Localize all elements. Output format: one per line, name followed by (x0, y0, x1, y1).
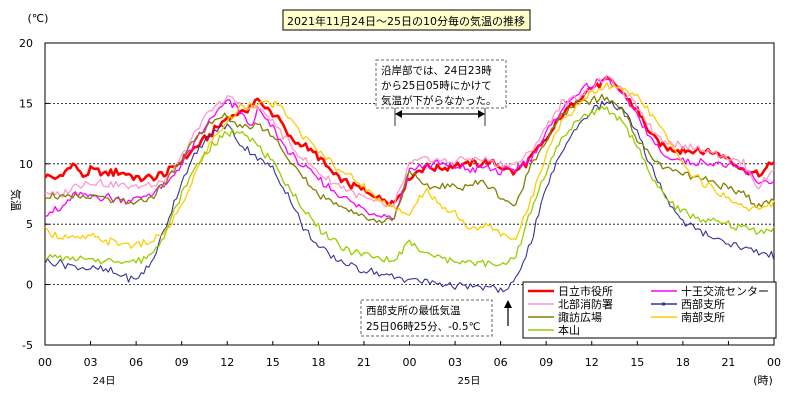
series-line-5 (44, 81, 775, 249)
x-tick-label: 06 (129, 356, 143, 369)
x-tick-label: 06 (494, 356, 508, 369)
x-tick-label: 00 (38, 356, 52, 369)
legend-label-4: 諏訪広場 (558, 310, 602, 324)
y-axis-title: 気温 (9, 189, 23, 211)
legend-label-6: 本山 (558, 323, 580, 337)
annotation-coastal-line-2: から25日05時にかけて (381, 80, 492, 92)
y-tick-label: 0 (26, 279, 33, 292)
legend-label-1: 十王交流センター (681, 284, 769, 298)
annotation-min-temp-arrow-head (504, 300, 512, 308)
series-line-4 (44, 93, 775, 224)
x-tick-label: 21 (721, 356, 735, 369)
legend-label-5: 南部支所 (681, 310, 725, 324)
series-line-2 (44, 74, 775, 208)
annotation-coastal-line-1: 沿岸部では、24日23時 (381, 64, 492, 77)
day-label-24: 24日 (93, 376, 116, 387)
series-line-0 (44, 75, 775, 207)
day-label-25: 25日 (458, 376, 481, 387)
x-tick-label: 18 (676, 356, 690, 369)
legend-label-0: 日立市役所 (558, 284, 613, 298)
x-tick-label: 15 (266, 356, 280, 369)
annotation-coastal-arrow-right-head (478, 110, 485, 118)
y-tick-label: 10 (19, 158, 33, 171)
y-tick-label: -5 (22, 339, 33, 352)
annotation-min-temp-line-2: 25日06時25分、-0.5℃ (366, 321, 480, 333)
x-tick-label: 00 (403, 356, 417, 369)
x-tick-label: 09 (175, 356, 189, 369)
legend-box (522, 281, 777, 339)
chart-title: 2021年11月24日～25日の10分毎の気温の推移 (287, 14, 525, 28)
x-tick-label: 21 (357, 356, 371, 369)
x-tick-label: 03 (448, 356, 462, 369)
legend-label-3: 西部支所 (681, 297, 725, 311)
x-tick-label: 03 (84, 356, 98, 369)
x-tick-label: 09 (539, 356, 553, 369)
annotation-coastal-line-3: 気温が下がらなかった。 (381, 94, 497, 107)
y-tick-label: 15 (19, 97, 33, 110)
x-tick-label: 12 (220, 356, 234, 369)
annotation-box-coastal (375, 59, 507, 109)
title-box (282, 9, 531, 31)
x-tick-label: 00 (767, 356, 781, 369)
x-tick-label: 15 (630, 356, 644, 369)
unit-label: (℃) (28, 12, 49, 25)
annotation-min-temp-line-1: 西部支所の最低気温 (366, 304, 461, 317)
annotation-box-min-temp (360, 299, 493, 337)
annotation-coastal-arrow-left-head (395, 110, 402, 118)
legend-label-2: 北部消防署 (558, 297, 613, 311)
legend-marker-3 (662, 302, 665, 306)
x-tick-label: 18 (311, 356, 325, 369)
y-tick-label: 20 (19, 37, 33, 50)
series-line-3 (44, 100, 775, 293)
x-axis-unit: (時) (753, 374, 773, 387)
series-line-6 (44, 105, 775, 268)
y-tick-label: 5 (26, 218, 33, 231)
x-tick-label: 12 (585, 356, 599, 369)
series-line-1 (44, 78, 775, 220)
